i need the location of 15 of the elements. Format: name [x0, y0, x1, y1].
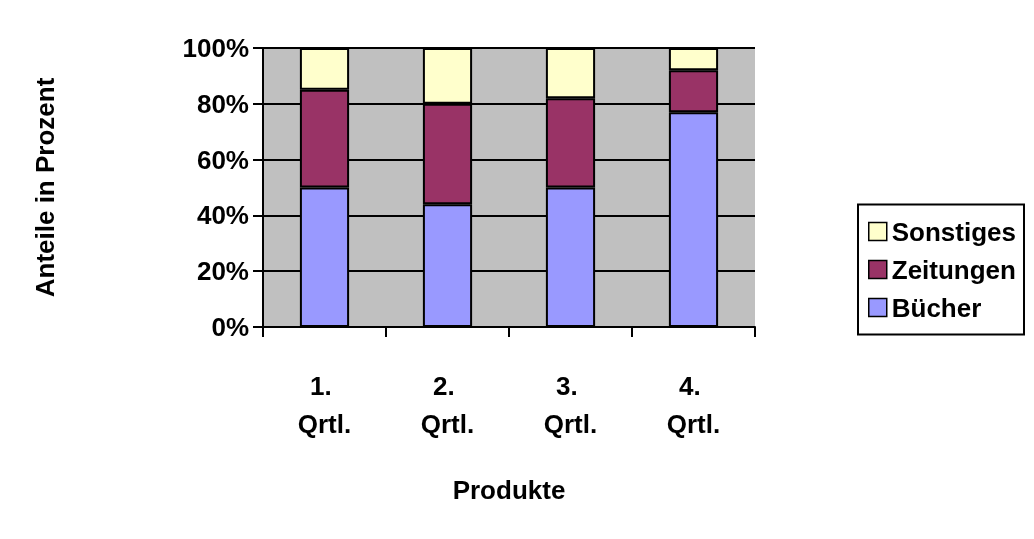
y-tick-label: 0% — [211, 312, 249, 342]
legend-label: Zeitungen — [891, 254, 1016, 285]
x-axis-title: Produkte — [452, 475, 566, 505]
x-tick-label: 2. Qrtl. — [420, 371, 475, 439]
y-tick-label: 20% — [196, 256, 249, 287]
x-tick-label: 1. Qrtl. — [297, 371, 352, 439]
x-tick-label: 3. Qrtl. — [543, 371, 598, 439]
x-tick-label: 4. Qrtl. — [666, 371, 721, 439]
y-tick-label: 60% — [196, 144, 249, 175]
y-tick-label: 80% — [196, 88, 249, 119]
legend-label: Bücher — [891, 292, 982, 323]
y-tick-label: 100% — [182, 33, 249, 63]
y-axis-title: Anteile in Prozent — [30, 77, 60, 298]
legend-label: Sonstiges — [891, 216, 1016, 247]
y-tick-label: 40% — [196, 200, 249, 231]
